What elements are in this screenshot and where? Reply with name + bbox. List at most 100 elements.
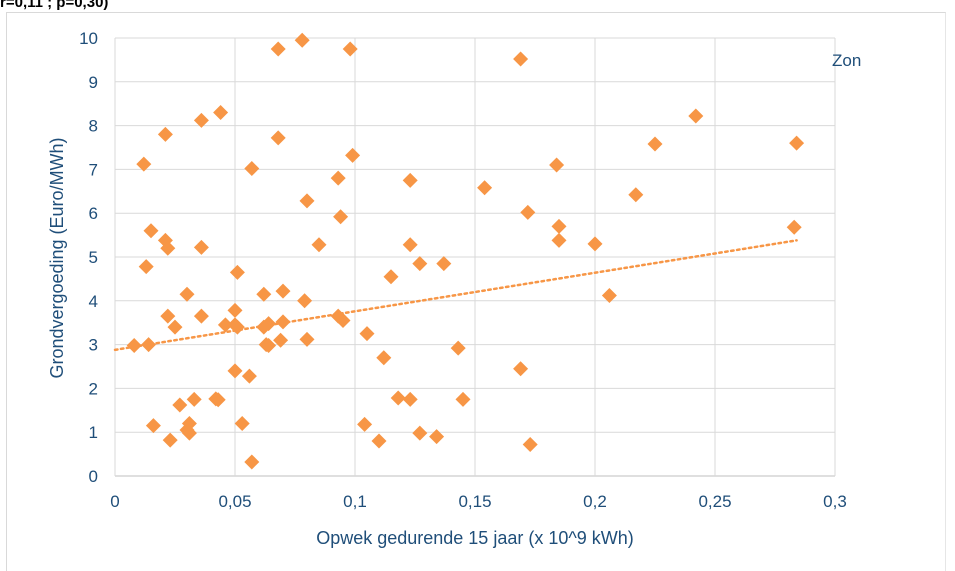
- data-point: [186, 391, 202, 407]
- data-point: [549, 157, 565, 173]
- y-tick-label: 9: [89, 73, 98, 92]
- data-point: [179, 286, 195, 302]
- y-tick-label: 4: [89, 292, 98, 311]
- data-point: [141, 337, 157, 353]
- data-point: [213, 104, 229, 120]
- data-point: [376, 350, 392, 366]
- chart-caption: r=0,11 ; p=0,30): [0, 0, 109, 11]
- data-point: [270, 130, 286, 146]
- data-point: [429, 429, 445, 445]
- data-point: [383, 269, 399, 285]
- trendline: [113, 239, 798, 352]
- data-point: [513, 51, 529, 67]
- data-point: [436, 256, 452, 272]
- data-point: [256, 286, 272, 302]
- data-point: [513, 361, 529, 377]
- data-point: [138, 259, 154, 275]
- data-point: [477, 180, 493, 196]
- data-point: [234, 415, 250, 431]
- data-point: [270, 41, 286, 57]
- y-axis-title: Grondvergoeding (Euro/MWh): [47, 137, 67, 378]
- data-point: [551, 218, 567, 234]
- data-point: [335, 313, 351, 329]
- data-point: [789, 135, 805, 151]
- series-label-zon: Zon: [832, 51, 861, 70]
- data-point: [210, 392, 226, 408]
- data-point: [172, 397, 188, 413]
- data-point: [181, 425, 197, 441]
- x-tick-label: 0,2: [583, 492, 607, 511]
- data-point: [587, 236, 603, 252]
- data-point: [345, 147, 361, 163]
- x-axis-title: Opwek gedurende 15 jaar (x 10^9 kWh): [316, 528, 634, 548]
- data-point: [412, 256, 428, 272]
- trendline-line: [113, 239, 798, 352]
- data-point: [311, 237, 327, 253]
- data-point: [261, 316, 277, 332]
- chart-frame: [6, 12, 946, 571]
- data-point: [297, 293, 313, 309]
- y-tick-label: 2: [89, 379, 98, 398]
- grid: [114, 37, 836, 477]
- data-point: [402, 172, 418, 188]
- data-point: [227, 302, 243, 318]
- y-tick-label: 5: [89, 248, 98, 267]
- data-point: [330, 170, 346, 186]
- data-point: [229, 264, 245, 280]
- data-point: [160, 240, 176, 256]
- data-point: [162, 432, 178, 448]
- data-point: [160, 308, 176, 324]
- data-point: [390, 390, 406, 406]
- x-tick-label: 0,3: [823, 492, 847, 511]
- x-tick-label: 0,05: [218, 492, 251, 511]
- data-point: [136, 156, 152, 172]
- data-point: [688, 108, 704, 124]
- data-point: [244, 161, 260, 177]
- data-point: [217, 317, 233, 333]
- data-point: [244, 454, 260, 470]
- y-tick-label: 6: [89, 204, 98, 223]
- x-tick-label: 0: [110, 492, 119, 511]
- data-point: [333, 209, 349, 225]
- data-point: [551, 232, 567, 248]
- data-point: [357, 416, 373, 432]
- data-point: [143, 223, 159, 239]
- data-point: [299, 193, 315, 209]
- data-point: [273, 332, 289, 348]
- tick-labels: 0 1 2 3 4 5 6 7 8 9 10 0 0,05 0,1 0,15 0,2 0,25 0,3: [79, 29, 847, 511]
- data-point: [145, 418, 161, 434]
- data-point: [261, 337, 277, 353]
- data-point: [229, 319, 245, 335]
- data-point: [522, 436, 538, 452]
- data-point: [167, 319, 183, 335]
- y-tick-label: 10: [79, 29, 98, 48]
- data-point: [193, 308, 209, 324]
- data-point: [193, 112, 209, 128]
- data-point: [359, 326, 375, 342]
- data-point: [227, 363, 243, 379]
- y-tick-label: 3: [89, 336, 98, 355]
- y-tick-label: 1: [89, 423, 98, 442]
- data-point: [371, 433, 387, 449]
- data-point: [294, 32, 310, 48]
- data-point: [455, 391, 471, 407]
- data-point: [601, 288, 617, 304]
- y-tick-label: 8: [89, 117, 98, 136]
- data-point: [786, 219, 802, 235]
- data-point: [402, 391, 418, 407]
- data-point: [342, 41, 358, 57]
- data-point: [412, 425, 428, 441]
- data-point: [275, 314, 291, 330]
- x-tick-label: 0,15: [458, 492, 491, 511]
- data-points: [126, 32, 805, 470]
- data-point: [241, 368, 257, 384]
- x-tick-label: 0,1: [343, 492, 367, 511]
- data-point: [402, 237, 418, 253]
- data-point: [193, 239, 209, 255]
- data-point: [299, 331, 315, 347]
- y-tick-label: 7: [89, 160, 98, 179]
- data-point: [157, 126, 173, 142]
- data-point: [450, 340, 466, 356]
- x-tick-label: 0,25: [698, 492, 731, 511]
